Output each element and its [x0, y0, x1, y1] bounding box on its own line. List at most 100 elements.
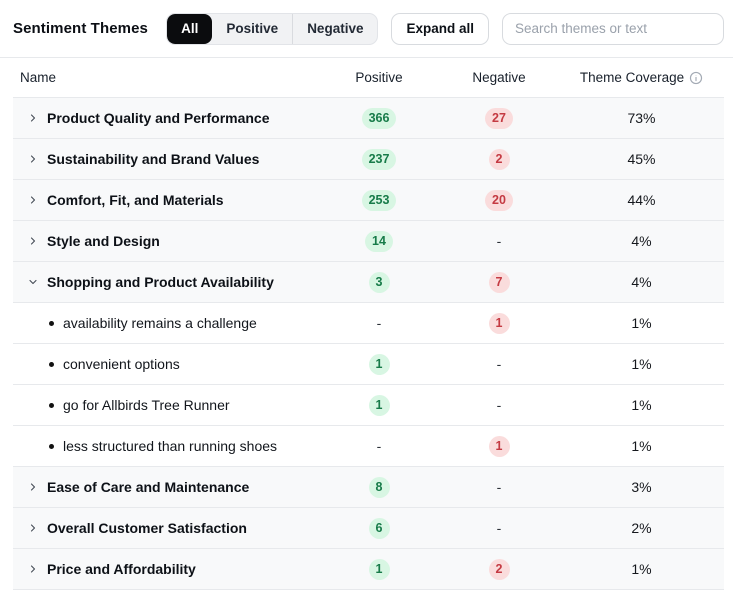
column-header-coverage: Theme Coverage — [559, 70, 724, 85]
negative-count-badge: 1 — [488, 435, 510, 457]
subtheme-row[interactable]: availability remains a challenge - 1 1% — [13, 303, 724, 344]
theme-row[interactable]: Comfort, Fit, and Materials 253 20 44% — [13, 180, 724, 221]
empty-count: - — [496, 233, 502, 249]
positive-cell: 3 — [319, 271, 439, 293]
name-cell: Comfort, Fit, and Materials — [13, 192, 319, 208]
subtheme-name: go for Allbirds Tree Runner — [63, 397, 230, 413]
tab-positive[interactable]: Positive — [226, 21, 279, 36]
chevron-right-icon[interactable] — [26, 194, 40, 206]
positive-cell: - — [319, 438, 439, 454]
negative-count-badge: 20 — [485, 189, 513, 211]
empty-count: - — [496, 397, 502, 413]
coverage-cell: 1% — [559, 356, 724, 372]
header-bar: Sentiment Themes All Positive Negative E… — [0, 0, 733, 58]
subtheme-row[interactable]: convenient options 1 - 1% — [13, 344, 724, 385]
sentiment-themes-table: Name Positive Negative Theme Coverage Pr… — [13, 58, 724, 590]
coverage-value: 44% — [627, 192, 656, 208]
chevron-right-icon[interactable] — [26, 563, 40, 575]
theme-row[interactable]: Overall Customer Satisfaction 6 - 2% — [13, 508, 724, 549]
search-input[interactable] — [502, 12, 724, 45]
name-cell: less structured than running shoes — [13, 438, 319, 454]
positive-count-badge: 6 — [368, 517, 390, 539]
name-cell: Price and Affordability — [13, 561, 319, 577]
positive-cell: 366 — [319, 107, 439, 129]
coverage-cell: 1% — [559, 561, 724, 577]
positive-cell: 237 — [319, 148, 439, 170]
chevron-down-icon[interactable] — [26, 276, 40, 288]
tab-all[interactable]: All — [167, 13, 213, 44]
chevron-right-icon[interactable] — [26, 522, 40, 534]
coverage-cell: 1% — [559, 315, 724, 331]
info-icon[interactable] — [689, 71, 703, 85]
negative-count-badge: 2 — [488, 148, 510, 170]
coverage-value: 2% — [631, 520, 652, 536]
bullet-icon — [49, 443, 54, 449]
coverage-value: 1% — [631, 315, 652, 331]
coverage-cell: 3% — [559, 479, 724, 495]
theme-row[interactable]: Style and Design 14 - 4% — [13, 221, 724, 262]
coverage-value: 73% — [627, 110, 656, 126]
name-cell: Ease of Care and Maintenance — [13, 479, 319, 495]
coverage-cell: 1% — [559, 438, 724, 454]
negative-cell: - — [439, 397, 559, 413]
theme-name: Ease of Care and Maintenance — [47, 479, 250, 495]
chevron-right-icon[interactable] — [26, 112, 40, 124]
negative-cell: - — [439, 233, 559, 249]
theme-row[interactable]: Product Quality and Performance 366 27 73% — [13, 98, 724, 139]
coverage-value: 45% — [627, 151, 656, 167]
coverage-value: 1% — [631, 356, 652, 372]
chevron-right-icon[interactable] — [26, 235, 40, 247]
coverage-value: 1% — [631, 438, 652, 454]
expand-all-button[interactable]: Expand all — [391, 12, 489, 45]
theme-name: Sustainability and Brand Values — [47, 151, 260, 167]
subtheme-row[interactable]: less structured than running shoes - 1 1% — [13, 426, 724, 467]
tab-negative[interactable]: Negative — [292, 13, 377, 44]
subtheme-name: convenient options — [63, 356, 180, 372]
subtheme-row[interactable]: go for Allbirds Tree Runner 1 - 1% — [13, 385, 724, 426]
negative-cell: 27 — [439, 107, 559, 129]
coverage-value: 3% — [631, 479, 652, 495]
chevron-right-icon[interactable] — [26, 481, 40, 493]
empty-count: - — [496, 520, 502, 536]
theme-row[interactable]: Ease of Care and Maintenance 8 - 3% — [13, 467, 724, 508]
subtheme-name: less structured than running shoes — [63, 438, 278, 454]
column-header-positive: Positive — [355, 70, 403, 85]
bullet-icon — [49, 361, 54, 367]
positive-count-badge: 253 — [361, 189, 397, 211]
negative-cell: - — [439, 356, 559, 372]
sentiment-filter-tabs: All Positive Negative — [166, 12, 379, 45]
negative-count-badge: 27 — [485, 107, 513, 129]
header-controls: All Positive Negative Expand all — [166, 12, 724, 45]
theme-name: Product Quality and Performance — [47, 110, 270, 126]
positive-count-badge: 14 — [365, 230, 393, 252]
name-cell: Style and Design — [13, 233, 319, 249]
coverage-value: 4% — [631, 233, 652, 249]
theme-name: Overall Customer Satisfaction — [47, 520, 247, 536]
name-cell: availability remains a challenge — [13, 315, 319, 331]
subtheme-name: availability remains a challenge — [63, 315, 257, 331]
coverage-cell: 44% — [559, 192, 724, 208]
negative-count-badge: 1 — [488, 312, 510, 334]
negative-cell: - — [439, 479, 559, 495]
negative-cell: 2 — [439, 148, 559, 170]
positive-count-badge: 366 — [361, 107, 397, 129]
name-cell: go for Allbirds Tree Runner — [13, 397, 319, 413]
name-cell: Sustainability and Brand Values — [13, 151, 319, 167]
empty-count: - — [376, 315, 382, 331]
coverage-cell: 73% — [559, 110, 724, 126]
positive-cell: 1 — [319, 353, 439, 375]
name-cell: Shopping and Product Availability — [13, 274, 319, 290]
theme-row[interactable]: Price and Affordability 1 2 1% — [13, 549, 724, 590]
positive-cell: 253 — [319, 189, 439, 211]
coverage-cell: 2% — [559, 520, 724, 536]
negative-cell: - — [439, 520, 559, 536]
theme-row[interactable]: Shopping and Product Availability 3 7 4% — [13, 262, 724, 303]
negative-count-badge: 7 — [488, 271, 510, 293]
column-header-negative: Negative — [472, 70, 526, 85]
chevron-right-icon[interactable] — [26, 153, 40, 165]
bullet-icon — [49, 402, 54, 408]
positive-cell: 1 — [319, 394, 439, 416]
negative-cell: 20 — [439, 189, 559, 211]
theme-row[interactable]: Sustainability and Brand Values 237 2 45% — [13, 139, 724, 180]
positive-cell: 6 — [319, 517, 439, 539]
